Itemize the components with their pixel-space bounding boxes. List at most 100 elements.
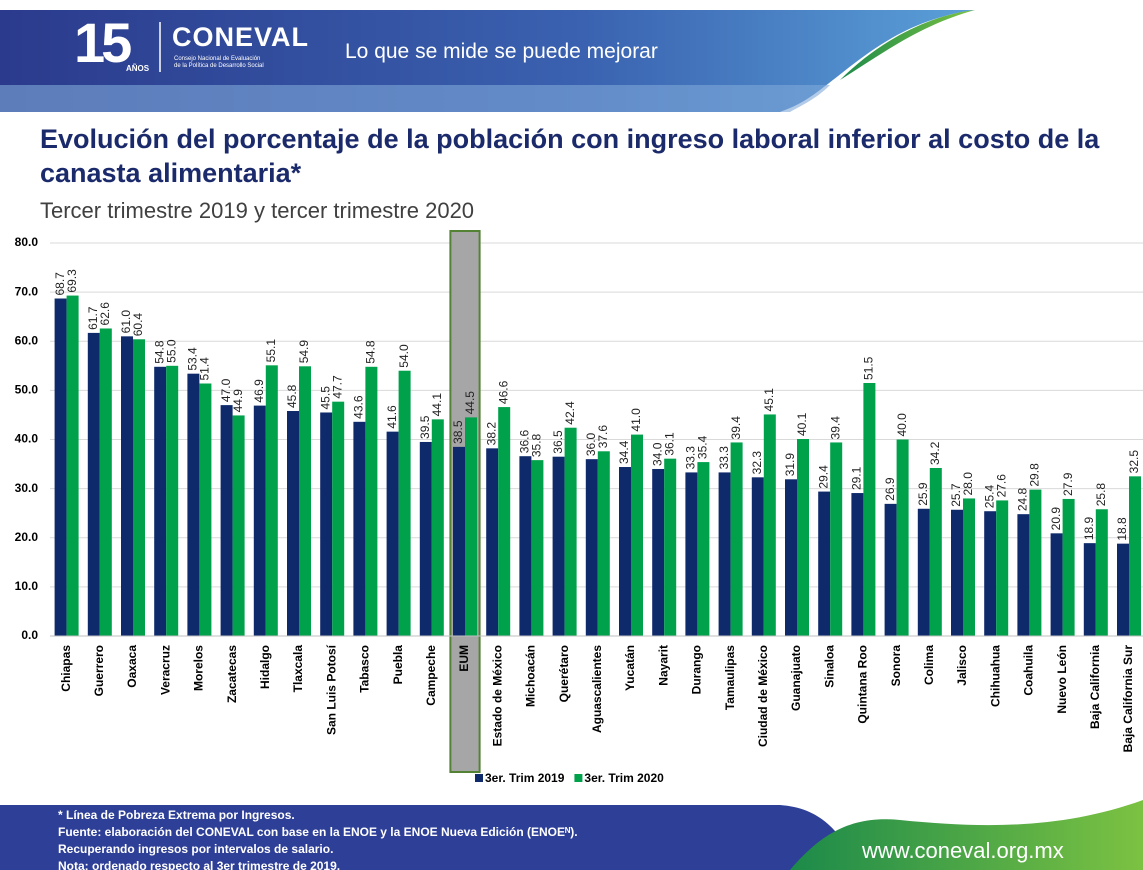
- y-tick-label: 0.0: [21, 628, 38, 642]
- bar: [597, 451, 610, 636]
- bar: [299, 366, 311, 636]
- footnote: * Línea de Pobreza Extrema por Ingresos.: [58, 808, 295, 822]
- value-label: 33.3: [717, 446, 731, 470]
- value-label: 55.0: [164, 339, 178, 363]
- bar: [1083, 543, 1096, 636]
- x-tick-label: Durango: [690, 645, 704, 694]
- value-label: 44.1: [430, 393, 444, 417]
- x-tick-label: Baja California Sur: [1121, 645, 1135, 753]
- value-label: 25.9: [916, 482, 930, 506]
- value-label: 47.7: [330, 375, 344, 399]
- value-label: 25.7: [949, 483, 963, 507]
- x-tick-label: Quintana Roo: [856, 645, 870, 724]
- header-strip: [0, 85, 830, 112]
- value-label: 40.0: [895, 413, 909, 437]
- value-label: 39.4: [828, 416, 842, 440]
- website: www.coneval.org.mx: [862, 838, 1064, 863]
- brand-sub: Consejo Nacional de Evaluación: [174, 56, 261, 62]
- bar: [419, 441, 432, 636]
- x-tick-label: San Luis Potosí: [324, 644, 338, 735]
- x-tick-label: Chiapas: [59, 645, 73, 692]
- value-label: 38.5: [451, 420, 465, 444]
- bar: [398, 370, 411, 636]
- bar: [365, 366, 378, 636]
- value-label: 60.4: [131, 313, 145, 337]
- chart-title: Evolución del porcentaje de la población…: [40, 124, 1100, 188]
- bar: [1017, 514, 1030, 636]
- x-tick-label: Coahuila: [1022, 645, 1036, 696]
- bar: [884, 503, 897, 636]
- bar: [320, 412, 333, 636]
- bar: [1095, 509, 1108, 636]
- bar: [353, 421, 366, 636]
- value-label: 51.4: [198, 357, 212, 381]
- bar: [431, 419, 444, 636]
- x-tick-label: Baja California: [1088, 645, 1102, 729]
- footnote: Recuperando ingresos por intervalos de s…: [58, 842, 334, 856]
- x-tick-label: Zacatecas: [225, 645, 239, 703]
- y-tick-label: 10.0: [15, 579, 39, 593]
- bar: [232, 415, 245, 636]
- value-label: 51.5: [862, 356, 876, 380]
- bar: [697, 462, 710, 636]
- value-label: 24.8: [1016, 487, 1030, 511]
- y-tick-label: 60.0: [15, 333, 39, 347]
- bar: [1029, 489, 1042, 636]
- x-tick-label: Tabasco: [358, 645, 372, 693]
- bar: [265, 365, 278, 636]
- value-label: 39.5: [418, 415, 432, 439]
- value-label: 43.6: [352, 395, 366, 419]
- value-label: 62.6: [98, 302, 112, 326]
- value-label: 54.0: [397, 344, 411, 368]
- value-label: 47.0: [219, 378, 233, 402]
- bar: [785, 479, 797, 636]
- x-tick-label: Hidalgo: [258, 645, 272, 689]
- x-tick-label: Guanajuato: [789, 645, 803, 711]
- bar: [486, 448, 499, 636]
- value-label: 32.5: [1127, 450, 1141, 474]
- value-label: 38.2: [484, 422, 498, 446]
- bar: [332, 401, 345, 636]
- bar: [996, 500, 1009, 636]
- value-label: 46.6: [496, 380, 510, 404]
- x-tick-label: Tamaulipas: [723, 645, 737, 710]
- legend-swatch: [475, 774, 483, 782]
- x-tick-label: Nayarit: [656, 645, 670, 686]
- value-label: 36.5: [551, 430, 565, 454]
- value-label: 18.9: [1082, 516, 1096, 540]
- value-label: 54.9: [297, 340, 311, 364]
- bar: [531, 460, 544, 636]
- bar: [453, 446, 465, 636]
- value-label: 29.8: [1028, 463, 1042, 487]
- logo-number: 15: [74, 11, 132, 74]
- bar: [552, 456, 565, 636]
- footer-band: [0, 805, 860, 870]
- value-label: 42.4: [563, 401, 577, 425]
- x-tick-label: Aguascalientes: [590, 645, 604, 733]
- value-label: 18.8: [1115, 517, 1129, 541]
- bar: [54, 298, 67, 636]
- brand: CONEVAL: [172, 22, 310, 52]
- bar: [519, 456, 532, 636]
- value-label: 44.5: [463, 391, 477, 415]
- y-tick-label: 20.0: [15, 530, 39, 544]
- bar: [718, 472, 731, 636]
- bar: [1117, 543, 1129, 636]
- value-label: 36.1: [662, 432, 676, 456]
- bar: [896, 439, 909, 636]
- value-label: 39.4: [729, 416, 743, 440]
- y-tick-label: 80.0: [15, 235, 39, 249]
- footnote: Nota: ordenado respecto al 3er trimestre…: [58, 859, 341, 870]
- bar: [121, 336, 133, 636]
- x-tick-label: Colima: [922, 645, 936, 685]
- bar: [685, 472, 698, 636]
- value-label: 20.9: [1049, 507, 1063, 531]
- footer-swoosh: [790, 800, 1143, 870]
- bar: [652, 468, 665, 636]
- x-tick-label: Tlaxcala: [291, 645, 305, 693]
- chart-subtitle: Tercer trimestre 2019 y tercer trimestre…: [40, 198, 475, 223]
- value-label: 25.4: [982, 485, 996, 509]
- bar: [763, 414, 776, 636]
- value-label: 68.7: [53, 272, 67, 296]
